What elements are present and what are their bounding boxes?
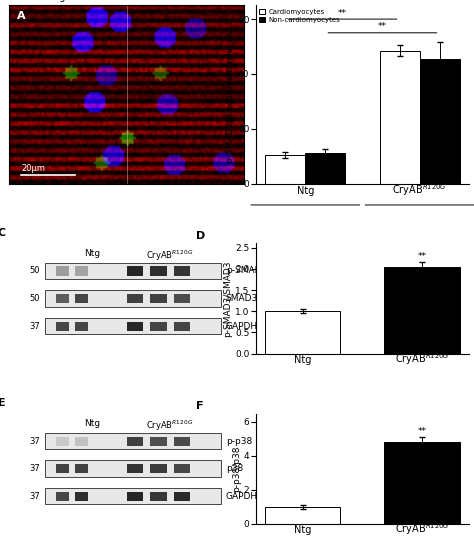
Bar <box>45 433 221 449</box>
Text: Ntg: Ntg <box>294 355 311 365</box>
Bar <box>45 262 221 279</box>
Text: F: F <box>196 401 203 411</box>
Bar <box>75 436 88 446</box>
Text: CryAB$^{R120G}$: CryAB$^{R120G}$ <box>395 350 449 367</box>
Bar <box>127 266 144 275</box>
Bar <box>75 464 88 473</box>
Bar <box>45 488 221 504</box>
Text: GAPDH: GAPDH <box>226 322 258 330</box>
Bar <box>384 267 460 354</box>
Bar <box>174 321 191 330</box>
Bar <box>150 464 167 473</box>
Y-axis label: p-SMAD3/SMAD3: p-SMAD3/SMAD3 <box>223 260 232 337</box>
Text: D: D <box>196 231 205 241</box>
Text: 50: 50 <box>29 266 40 275</box>
Bar <box>384 442 460 524</box>
Bar <box>127 321 144 330</box>
Bar <box>45 461 221 477</box>
Bar <box>56 266 69 275</box>
Bar <box>56 321 69 330</box>
Text: CryAB$^{R120G}$: CryAB$^{R120G}$ <box>146 419 193 434</box>
Text: **: ** <box>378 23 387 31</box>
Text: GAPDH: GAPDH <box>226 492 258 501</box>
Bar <box>56 492 69 501</box>
Text: Ntg: Ntg <box>294 525 311 535</box>
Text: Ntg: Ntg <box>83 419 100 428</box>
Bar <box>174 266 191 275</box>
Bar <box>265 311 340 354</box>
Bar <box>265 507 340 524</box>
Text: Ntg: Ntg <box>297 186 314 196</box>
Text: Ntg: Ntg <box>48 0 65 2</box>
Text: CryAB$^{R120G}$: CryAB$^{R120G}$ <box>146 249 193 264</box>
Text: 37: 37 <box>29 436 40 446</box>
Bar <box>305 153 346 184</box>
Bar <box>75 266 88 275</box>
Bar <box>75 321 88 330</box>
Bar <box>127 492 144 501</box>
Bar <box>150 436 167 446</box>
Bar <box>150 266 167 275</box>
Text: 37: 37 <box>29 492 40 501</box>
Text: CryAB$^{R120G}$: CryAB$^{R120G}$ <box>395 521 449 537</box>
Text: 20μm: 20μm <box>21 164 45 173</box>
Text: 37: 37 <box>29 464 40 473</box>
Text: SMAD3: SMAD3 <box>226 294 258 303</box>
Bar <box>419 59 460 184</box>
Bar <box>75 294 88 303</box>
Text: CryAB$^{R120G}$: CryAB$^{R120G}$ <box>146 0 201 2</box>
Legend: Cardiomyocytes, Non-cardiomyocytes: Cardiomyocytes, Non-cardiomyocytes <box>259 9 340 23</box>
Text: p-SMAD3: p-SMAD3 <box>226 266 267 275</box>
Bar <box>150 294 167 303</box>
Text: p38: p38 <box>226 464 243 473</box>
Text: p-p38: p-p38 <box>226 436 252 446</box>
Bar <box>174 464 191 473</box>
Bar <box>56 294 69 303</box>
Text: C: C <box>0 228 6 238</box>
Bar <box>56 436 69 446</box>
Bar <box>174 294 191 303</box>
Text: 50: 50 <box>29 294 40 303</box>
Bar <box>45 318 221 334</box>
Text: B: B <box>209 0 217 2</box>
Y-axis label: p-SMAD2/3 positive nuclei (%): p-SMAD2/3 positive nuclei (%) <box>226 26 235 163</box>
Bar <box>127 436 144 446</box>
Bar <box>56 464 69 473</box>
Text: E: E <box>0 398 5 408</box>
Text: **: ** <box>338 9 347 18</box>
Bar <box>75 492 88 501</box>
Text: A: A <box>17 11 25 21</box>
Bar <box>127 464 144 473</box>
Y-axis label: p-p38/p38: p-p38/p38 <box>232 446 241 492</box>
Bar <box>174 436 191 446</box>
Text: **: ** <box>418 427 427 436</box>
Bar <box>174 492 191 501</box>
Text: **: ** <box>418 252 427 261</box>
Text: 37: 37 <box>29 322 40 330</box>
Bar <box>265 155 305 184</box>
Bar <box>127 294 144 303</box>
Text: CryAB$^{R120G}$: CryAB$^{R120G}$ <box>392 183 447 198</box>
Bar <box>45 291 221 307</box>
Bar <box>380 51 419 184</box>
Bar <box>150 321 167 330</box>
Text: Ntg: Ntg <box>83 249 100 258</box>
Bar <box>150 492 167 501</box>
